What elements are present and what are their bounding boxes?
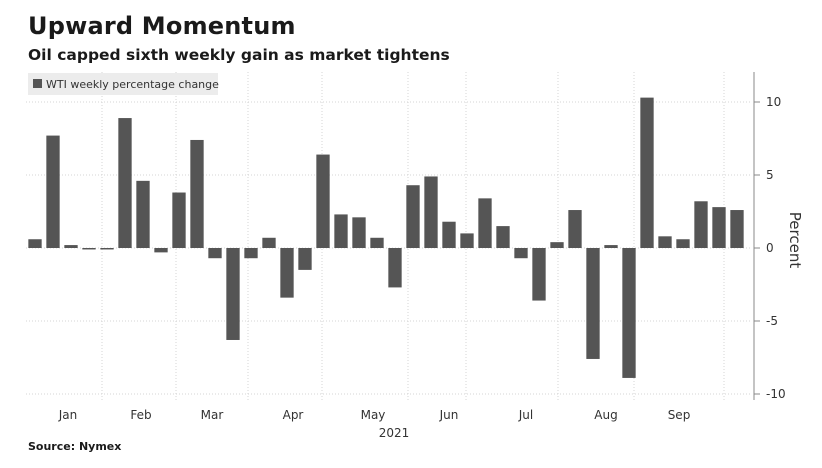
y-tick-label: 10 [766, 95, 781, 109]
x-year-label: 2021 [379, 426, 410, 440]
bar [604, 245, 618, 248]
bar-series [28, 97, 744, 378]
bar [406, 185, 420, 248]
bar [28, 239, 42, 248]
bar [46, 135, 60, 248]
bar [676, 239, 690, 248]
bar [64, 245, 78, 248]
bar [226, 248, 240, 340]
bar [298, 248, 312, 270]
bar [172, 192, 186, 248]
bar [568, 210, 582, 248]
y-tick-label: 0 [766, 241, 774, 255]
bar [208, 248, 222, 259]
bar [190, 139, 204, 248]
x-tick-label: Apr [283, 408, 304, 422]
x-tick-label: Mar [201, 408, 224, 422]
y-tick-label: 5 [766, 168, 774, 182]
x-tick-label: Jan [58, 408, 78, 422]
source-note: Source: Nymex [28, 440, 122, 453]
bar [478, 198, 492, 248]
bar [118, 118, 132, 248]
bar [496, 226, 510, 248]
bar [640, 97, 654, 249]
legend-label: WTI weekly percentage change [46, 78, 219, 91]
bar [442, 221, 456, 248]
bar [694, 201, 708, 248]
bar [622, 248, 636, 378]
bar [460, 233, 474, 248]
bar [730, 210, 744, 248]
bar [532, 248, 546, 301]
legend-background [28, 73, 218, 95]
bar [100, 248, 114, 250]
axes: 10 5 0 -5 -10 Jan Feb Mar Apr May Jun Jul Aug Sep [58, 72, 786, 422]
x-tick-label: May [361, 408, 386, 422]
bar [388, 248, 402, 288]
bar [244, 248, 258, 259]
bar [514, 248, 528, 259]
bar [334, 214, 348, 248]
bar [316, 154, 330, 248]
x-tick-label: Jun [439, 408, 459, 422]
legend-swatch [33, 79, 42, 88]
chart-subtitle: Oil capped sixth weekly gain as market t… [28, 46, 450, 64]
bar [280, 248, 294, 298]
bar [550, 242, 564, 248]
x-tick-label: Sep [668, 408, 691, 422]
y-tick-label: -5 [766, 314, 778, 328]
legend: WTI weekly percentage change [28, 73, 219, 95]
chart-title: Upward Momentum [28, 12, 296, 40]
bar [262, 237, 276, 248]
bar [712, 207, 726, 248]
y-tick-label: -10 [766, 387, 786, 401]
bar [352, 217, 366, 248]
bar [82, 248, 96, 250]
y-axis-title: Percent [786, 212, 804, 269]
bar [370, 237, 384, 248]
bar [424, 176, 438, 248]
x-tick-label: Jul [518, 408, 533, 422]
bar [154, 248, 168, 253]
bar [658, 236, 672, 248]
x-tick-label: Aug [594, 408, 617, 422]
bar [136, 180, 150, 248]
bar [586, 248, 600, 359]
x-tick-label: Feb [130, 408, 151, 422]
